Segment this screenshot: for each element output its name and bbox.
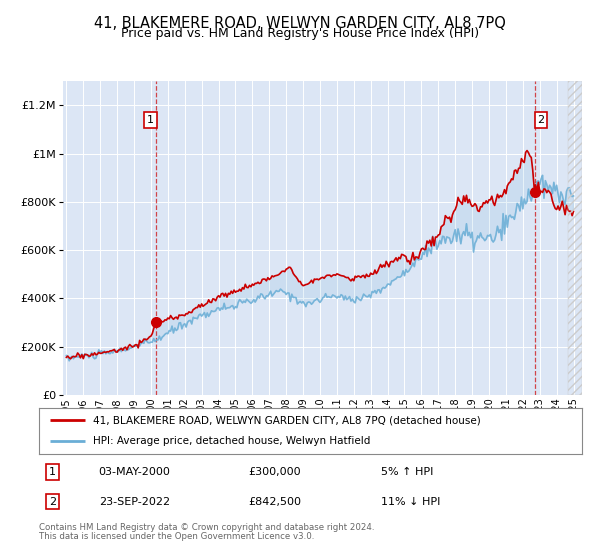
Text: Contains HM Land Registry data © Crown copyright and database right 2024.: Contains HM Land Registry data © Crown c… bbox=[39, 523, 374, 532]
Text: Price paid vs. HM Land Registry's House Price Index (HPI): Price paid vs. HM Land Registry's House … bbox=[121, 27, 479, 40]
Text: 2: 2 bbox=[538, 115, 544, 125]
Text: 1: 1 bbox=[147, 115, 154, 125]
Text: This data is licensed under the Open Government Licence v3.0.: This data is licensed under the Open Gov… bbox=[39, 532, 314, 541]
Text: 41, BLAKEMERE ROAD, WELWYN GARDEN CITY, AL8 7PQ (detached house): 41, BLAKEMERE ROAD, WELWYN GARDEN CITY, … bbox=[94, 415, 481, 425]
Text: 11% ↓ HPI: 11% ↓ HPI bbox=[381, 497, 440, 507]
Text: 2: 2 bbox=[49, 497, 56, 507]
Text: 41, BLAKEMERE ROAD, WELWYN GARDEN CITY, AL8 7PQ: 41, BLAKEMERE ROAD, WELWYN GARDEN CITY, … bbox=[94, 16, 506, 31]
Text: 5% ↑ HPI: 5% ↑ HPI bbox=[381, 467, 433, 477]
Text: HPI: Average price, detached house, Welwyn Hatfield: HPI: Average price, detached house, Welw… bbox=[94, 436, 371, 446]
Text: 1: 1 bbox=[49, 467, 56, 477]
Text: £842,500: £842,500 bbox=[248, 497, 301, 507]
Text: 03-MAY-2000: 03-MAY-2000 bbox=[99, 467, 170, 477]
Text: 23-SEP-2022: 23-SEP-2022 bbox=[99, 497, 170, 507]
Text: £300,000: £300,000 bbox=[248, 467, 301, 477]
